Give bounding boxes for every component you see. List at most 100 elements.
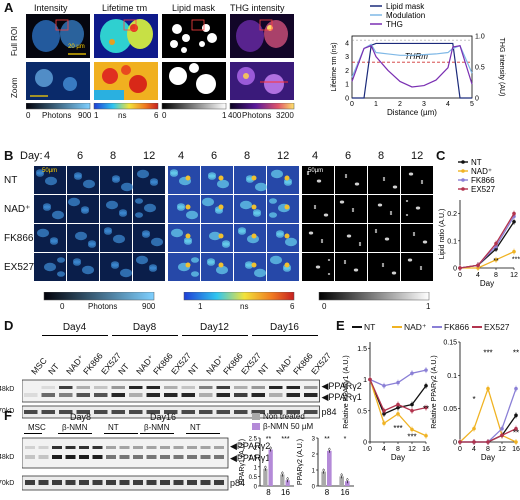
cell-blob xyxy=(216,265,228,275)
band-ppar-gamma1 xyxy=(181,393,195,397)
data-point xyxy=(500,426,504,431)
micrograph-tile xyxy=(335,195,367,223)
lipid-spot xyxy=(284,175,290,181)
bar xyxy=(285,480,290,486)
micrograph-tile xyxy=(267,224,299,252)
x-axis-label: Day xyxy=(480,279,494,288)
cell-blob xyxy=(150,180,158,186)
panel-a-cb4-min: 400 xyxy=(228,111,242,120)
x-tick-label: 16 xyxy=(512,446,520,453)
x-tick-label: 12 xyxy=(498,446,506,453)
cell-blob xyxy=(269,198,277,204)
band-p84 xyxy=(200,480,211,485)
panel-b-cb1-min: 0 xyxy=(60,302,65,311)
y-tick-label: 0.5 xyxy=(357,408,367,415)
band-p84 xyxy=(25,480,35,485)
data-point xyxy=(340,473,343,477)
band-ppar-gamma2 xyxy=(304,386,318,389)
cell-blob xyxy=(135,212,143,218)
legend-swatch xyxy=(352,326,362,328)
y-axis-label: Relative PPARγ2 (A.U.) xyxy=(431,355,438,428)
marker-70kd: 70kD xyxy=(0,480,15,487)
y-axis-label: PPARγ1 (A.U.) xyxy=(239,439,246,485)
panel-a-intensity-full xyxy=(26,14,90,58)
cell-blob xyxy=(135,198,143,204)
band-p84 xyxy=(173,480,184,485)
y-tick-label: 1 xyxy=(254,465,258,471)
cell-blob xyxy=(415,206,421,210)
legend-label: NAD⁺ xyxy=(404,322,427,332)
cell-blob xyxy=(351,208,355,210)
significance-label: ** xyxy=(493,258,499,265)
lipid-spot xyxy=(251,204,257,210)
data-point xyxy=(476,263,480,268)
panel-a-cb2-min: 1 xyxy=(94,111,99,120)
band-ppar-gamma1 xyxy=(146,393,160,397)
cell-blob xyxy=(377,203,383,207)
micrograph-tile xyxy=(401,253,433,281)
x-tick-label: 0 xyxy=(350,101,354,108)
lane-bracket xyxy=(104,433,138,434)
cell-blob xyxy=(191,257,199,263)
lane-bracket xyxy=(58,433,92,434)
data-point xyxy=(472,440,476,444)
cell-blob xyxy=(240,200,252,210)
category-label: 8 xyxy=(325,488,330,497)
cell-blob xyxy=(208,174,216,180)
cell-blob xyxy=(381,265,385,267)
bar xyxy=(321,471,326,486)
band-ppar-gamma2 xyxy=(76,386,90,389)
cell-blob xyxy=(391,271,397,275)
day-label: 4 xyxy=(312,150,319,162)
cell-blob xyxy=(171,228,183,238)
legend-swatch xyxy=(432,326,442,328)
y-tick-label: 0 xyxy=(254,485,258,491)
y-axis-label: Lifetime τm (ns) xyxy=(331,42,338,91)
cell-blob xyxy=(121,182,133,192)
x-tick-label: 8 xyxy=(396,446,400,453)
lipid-spot xyxy=(185,262,191,268)
panel-a-cb2-unit: ns xyxy=(118,111,127,120)
band-label-ppar-gamma1: ◀PPARγ1 xyxy=(321,392,362,402)
panel-a-colorbars xyxy=(26,103,295,110)
micrograph-tile xyxy=(67,253,99,281)
panel-a-thg-full xyxy=(230,14,294,58)
band-ppar-gamma2 xyxy=(92,446,103,449)
band-ppar-gamma2 xyxy=(79,446,89,449)
data-point xyxy=(512,211,516,216)
cell-blob xyxy=(215,208,223,214)
panel-a-scalebar-label: 20 µm xyxy=(68,44,85,50)
band-p84 xyxy=(94,410,108,414)
lipid-spot xyxy=(185,204,191,210)
y2-tick-label: 1.0 xyxy=(475,34,485,41)
band-p84 xyxy=(269,410,283,414)
legend-label: β-NMN 50 µM xyxy=(263,422,314,431)
x-tick-label: 0 xyxy=(368,446,372,453)
band-ppar-gamma2 xyxy=(164,386,178,389)
x-tick-label: 5 xyxy=(470,101,474,108)
significance-label: *** xyxy=(407,433,416,442)
cell-blob xyxy=(207,260,215,266)
band-ppar-gamma1 xyxy=(41,393,55,397)
band-label-ppar-gamma1: ◀PPARγ1 xyxy=(230,453,271,463)
y-tick-label: 2 xyxy=(254,446,258,452)
cell-blob xyxy=(81,208,89,214)
category-label: 16 xyxy=(341,488,350,497)
band-p84 xyxy=(286,410,300,414)
y-tick-label: 0 xyxy=(453,266,457,273)
band-ppar-gamma1 xyxy=(38,455,49,459)
y-tick-label: 1 xyxy=(312,469,316,475)
panel-a-cb1-unit: Photons xyxy=(42,111,72,120)
panel-e-left-chart: 0 4 8 12 16 0 0.5 1 1.5 Day Relative PPARγ1 (A.U.)… xyxy=(343,342,430,462)
cell-blob xyxy=(358,244,362,246)
y-tick-label: 2 xyxy=(312,453,316,459)
cell-blob xyxy=(151,237,163,247)
cell-blob xyxy=(269,212,277,218)
panel-e-letter: E xyxy=(336,318,345,333)
band-ppar-gamma1 xyxy=(92,455,103,459)
cell-blob xyxy=(358,242,362,244)
data-point xyxy=(322,468,325,472)
band-ppar-gamma1 xyxy=(286,393,300,397)
x-tick-label: 0 xyxy=(458,272,462,279)
panel-a-cb4-unit: Photons xyxy=(242,111,272,120)
